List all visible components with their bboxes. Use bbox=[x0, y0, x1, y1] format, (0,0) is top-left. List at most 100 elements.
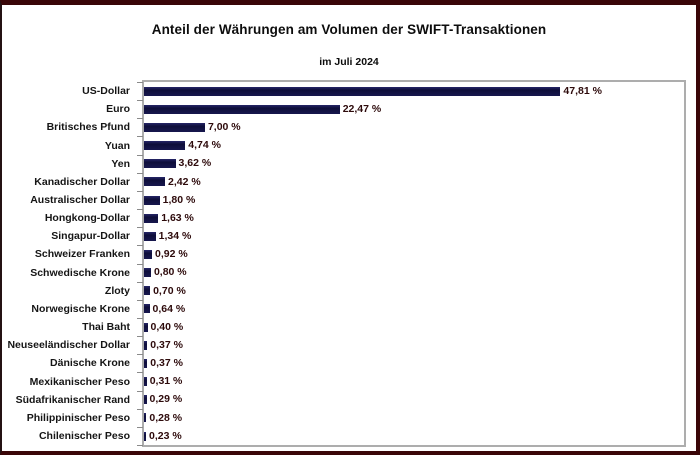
axis-tick bbox=[137, 445, 143, 446]
bar bbox=[144, 195, 160, 205]
bar bbox=[144, 122, 205, 132]
axis-tick bbox=[137, 245, 143, 246]
value-label: 2,42 % bbox=[168, 175, 201, 188]
bar-row: 0,37 % bbox=[144, 354, 684, 372]
value-label: 0,31 % bbox=[149, 375, 183, 388]
category-label: Norwegische Krone bbox=[31, 302, 130, 315]
category-label: Mexikanischer Peso bbox=[29, 375, 130, 388]
bar-row: 22,47 % bbox=[144, 100, 684, 118]
bar-row: 0,29 % bbox=[144, 391, 684, 409]
category-label: Zloty bbox=[104, 284, 130, 297]
category-label: Schwedische Krone bbox=[30, 266, 130, 279]
category-label: Thai Baht bbox=[82, 321, 130, 334]
bar bbox=[144, 340, 148, 350]
bar-row: 2,42 % bbox=[144, 173, 684, 191]
category-label: Hongkong-Dollar bbox=[44, 212, 130, 225]
bar-row: 0,80 % bbox=[144, 264, 684, 282]
value-label: 0,40 % bbox=[150, 320, 184, 333]
value-label: 1,34 % bbox=[158, 230, 192, 243]
axis-tick bbox=[137, 155, 143, 156]
bars-container: 47,81 % 22,47 % 7,00 % 4,74 % 3,62 % 2,42 % 1,… bbox=[144, 82, 684, 445]
bar-row: 0,23 % bbox=[144, 427, 684, 445]
bar bbox=[144, 286, 151, 296]
bar-row: 0,31 % bbox=[144, 373, 684, 391]
value-label: 4,74 % bbox=[188, 139, 221, 152]
bar bbox=[144, 304, 150, 314]
axis-tick bbox=[137, 82, 143, 83]
chart-subtitle: im Juli 2024 bbox=[319, 56, 379, 68]
category-label: Britisches Pfund bbox=[46, 121, 130, 134]
value-label: 1,63 % bbox=[161, 211, 194, 224]
bar bbox=[144, 431, 146, 441]
category-label: Australischer Dollar bbox=[30, 194, 130, 207]
value-label: 0,92 % bbox=[154, 248, 188, 261]
axis-tick bbox=[137, 264, 143, 265]
bar bbox=[144, 377, 147, 387]
bar-row: 1,63 % bbox=[144, 209, 684, 227]
category-label: Kanadischer Dollar bbox=[34, 175, 130, 188]
category-label: Neuseeländischer Dollar bbox=[7, 339, 130, 352]
bar-row: 7,00 % bbox=[144, 118, 684, 136]
category-label: Dänische Krone bbox=[50, 357, 130, 370]
bar-row: 0,70 % bbox=[144, 282, 684, 300]
axis-tick bbox=[137, 409, 143, 410]
axis-tick bbox=[137, 191, 143, 192]
axis-tick bbox=[137, 318, 143, 319]
axis-tick bbox=[137, 118, 143, 119]
axis-tick bbox=[137, 282, 143, 283]
bar bbox=[144, 268, 151, 278]
bar-row: 47,81 % bbox=[144, 82, 684, 100]
bar-row: 1,80 % bbox=[144, 191, 684, 209]
category-label: Yuan bbox=[104, 139, 130, 152]
category-label: US-Dollar bbox=[82, 85, 130, 98]
value-label: 0,28 % bbox=[149, 411, 183, 424]
bar-row: 0,92 % bbox=[144, 245, 684, 263]
value-label: 0,29 % bbox=[149, 393, 183, 406]
category-label: Philippinischer Peso bbox=[26, 411, 130, 424]
chart-region: US-Dollar Euro Britisches Pfund Yuan Yen Kana… bbox=[2, 80, 696, 447]
axis-tick bbox=[137, 354, 143, 355]
axis-tick bbox=[137, 173, 143, 174]
bar bbox=[144, 249, 152, 259]
bar bbox=[144, 413, 147, 423]
value-label: 0,70 % bbox=[153, 284, 186, 297]
bar bbox=[144, 213, 159, 223]
bar-row: 1,34 % bbox=[144, 227, 684, 245]
category-label: Südafrikanischer Rand bbox=[15, 393, 130, 406]
value-label: 7,00 % bbox=[207, 121, 241, 134]
value-label: 0,23 % bbox=[148, 429, 182, 442]
value-label: 47,81 % bbox=[563, 84, 602, 97]
bar-row: 4,74 % bbox=[144, 136, 684, 154]
bar-row: 0,40 % bbox=[144, 318, 684, 336]
value-label: 0,37 % bbox=[150, 357, 183, 370]
value-label: 0,80 % bbox=[153, 266, 187, 279]
axis-tick bbox=[137, 372, 143, 373]
category-label: Schweizer Franken bbox=[34, 248, 130, 261]
bar bbox=[144, 104, 340, 114]
axis-tick bbox=[137, 100, 143, 101]
category-label: Chilenischer Peso bbox=[38, 430, 130, 443]
axis-tick bbox=[137, 391, 143, 392]
bar bbox=[144, 86, 561, 96]
category-axis: US-Dollar Euro Britisches Pfund Yuan Yen Kana… bbox=[2, 82, 136, 445]
axis-tick bbox=[137, 300, 143, 301]
category-label: Yen bbox=[111, 157, 130, 170]
axis-tick bbox=[137, 427, 143, 428]
bar-row: 3,62 % bbox=[144, 155, 684, 173]
axis-tick bbox=[137, 227, 143, 228]
value-label: 3,62 % bbox=[178, 157, 212, 170]
bar-row: 0,28 % bbox=[144, 409, 684, 427]
category-label: Euro bbox=[106, 103, 130, 116]
bar bbox=[144, 358, 148, 368]
plot-area: 47,81 % 22,47 % 7,00 % 4,74 % 3,62 % 2,42 % 1,… bbox=[137, 80, 686, 447]
bar bbox=[144, 231, 156, 241]
value-label: 1,80 % bbox=[162, 193, 196, 206]
bar-row: 0,64 % bbox=[144, 300, 684, 318]
bar bbox=[144, 159, 176, 169]
bar-row: 0,37 % bbox=[144, 336, 684, 354]
bar bbox=[144, 141, 186, 151]
value-label: 22,47 % bbox=[342, 102, 382, 115]
bar bbox=[144, 177, 166, 187]
axis-tick bbox=[137, 336, 143, 337]
